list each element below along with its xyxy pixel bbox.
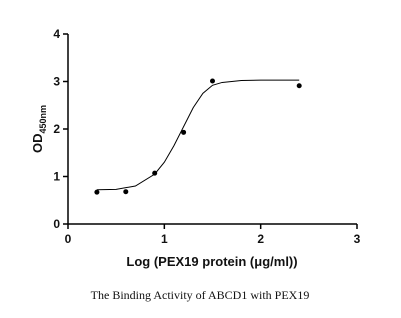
data-point xyxy=(181,129,187,135)
y-axis-label: OD450nm xyxy=(30,105,48,153)
x-tick-label: 2 xyxy=(257,232,264,246)
y-axis-label-sub: 450nm xyxy=(38,105,48,134)
caption: The Binding Activity of ABCD1 with PEX19 xyxy=(91,288,310,302)
data-point xyxy=(296,83,302,89)
x-axis-label: Log (PEX19 protein (μg/ml)) xyxy=(126,254,297,269)
y-tick-label: 1 xyxy=(53,170,60,184)
data-point xyxy=(210,78,215,84)
fit-curve xyxy=(96,79,300,191)
y-axis-label-main: OD xyxy=(30,134,45,154)
y-tick-label: 0 xyxy=(53,217,60,231)
data-point xyxy=(94,189,100,195)
data-point xyxy=(123,189,129,195)
y-tick-label: 3 xyxy=(53,75,60,89)
x-tick-label: 1 xyxy=(161,232,168,246)
y-tick-label: 4 xyxy=(53,27,60,41)
x-tick-label: 0 xyxy=(65,232,72,246)
y-tick-label: 2 xyxy=(53,122,60,136)
x-tick-label: 3 xyxy=(354,232,361,246)
